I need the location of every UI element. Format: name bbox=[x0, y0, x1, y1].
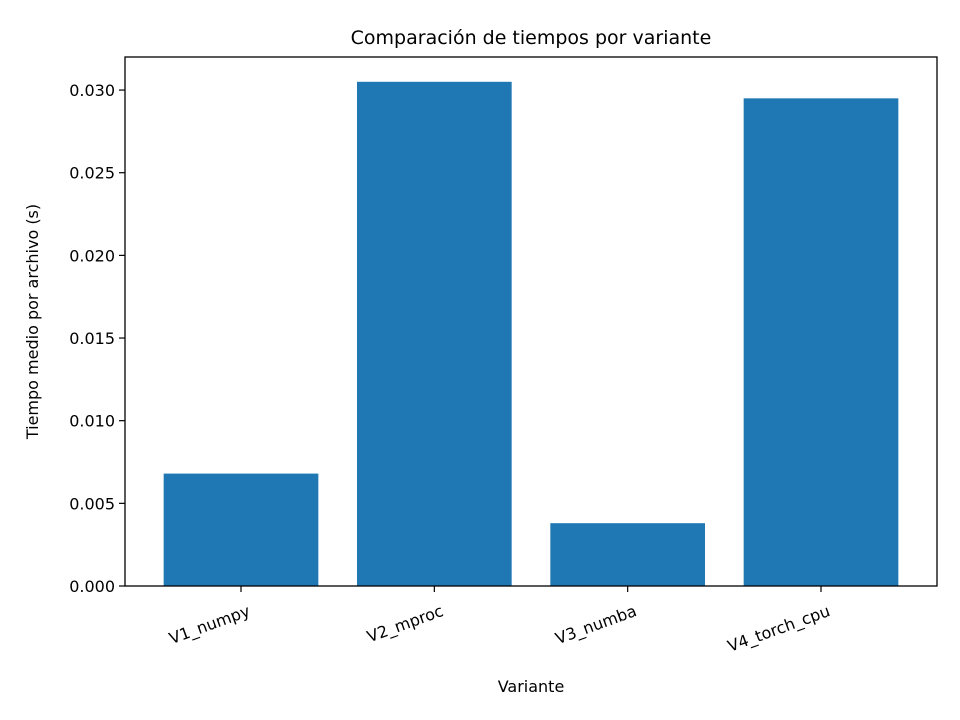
bar-V1_numpy bbox=[163, 473, 319, 586]
bar-V3_numba bbox=[550, 523, 705, 586]
y-tick-label: 0.020 bbox=[69, 246, 115, 265]
x-axis-label: Variante bbox=[498, 677, 565, 696]
bar-V4_torch_cpu bbox=[743, 98, 899, 586]
chart-title: Comparación de tiempos por variante bbox=[351, 27, 712, 49]
y-tick-label: 0.025 bbox=[69, 164, 115, 183]
y-tick-label: 0.000 bbox=[69, 577, 115, 596]
y-tick-label: 0.010 bbox=[69, 412, 115, 431]
bars-layer bbox=[163, 81, 899, 587]
plot-frame bbox=[124, 56, 938, 587]
bar-V2_mproc bbox=[357, 81, 512, 587]
y-axis-label: Tiempo medio por archivo (s) bbox=[23, 204, 42, 440]
y-axis: 0.000 0.005 0.010 0.015 0.020 0.025 0.030 bbox=[69, 81, 125, 596]
y-tick-label: 0.030 bbox=[69, 81, 115, 100]
y-tick-label: 0.005 bbox=[69, 494, 115, 513]
y-tick-label: 0.015 bbox=[69, 329, 115, 348]
